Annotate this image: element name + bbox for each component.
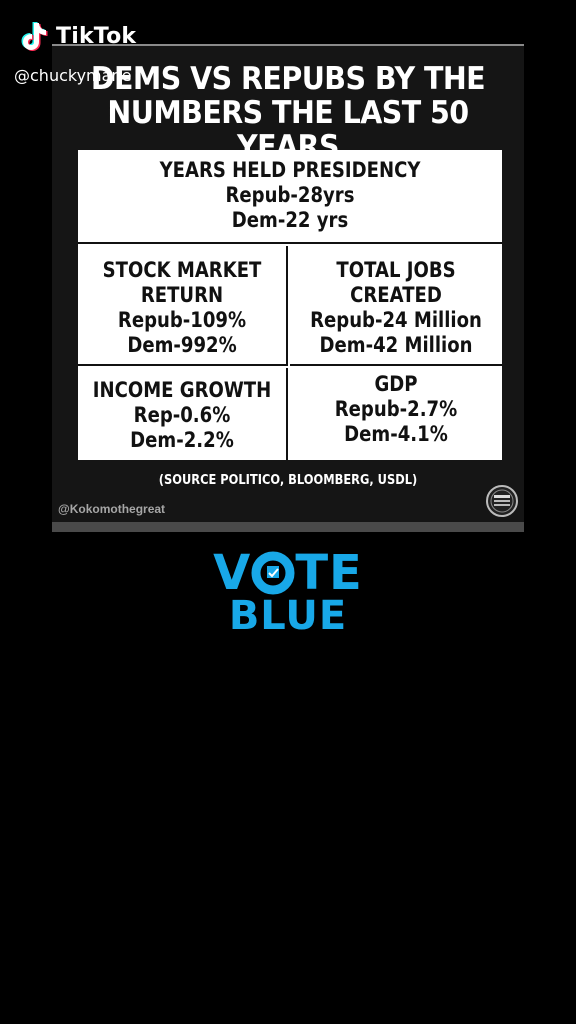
card-footer-bar [52,522,524,532]
jobs-title-2: CREATED [350,283,442,307]
gdp-dem: Dem-4.1% [344,422,448,446]
presidency-dem: Dem-22 yrs [231,208,349,232]
stats-table: YEARS HELD PRESIDENCY Repub-28yrs Dem-22… [78,150,502,460]
jobs-dem: Dem-42 Million [319,333,473,357]
vote-letters-te: TE [295,545,363,601]
gdp-cell: GDP Repub-2.7% Dem-4.1% [290,368,502,460]
credit-handle: @Kokomothegreat [58,502,166,516]
infographic-card: DEMS VS REPUBS BY THE NUMBERS THE LAST 5… [52,44,524,532]
tiktok-logo-icon [20,20,50,52]
presidency-cell: YEARS HELD PRESIDENCY Repub-28yrs Dem-22… [78,150,502,244]
username[interactable]: @chuckymane [14,66,132,85]
headline-line-1: DEMS VS REPUBS BY THE [90,61,486,97]
seal-badge-icon [486,485,518,517]
blue-text: BLUE [228,593,348,639]
stock-cell: STOCK MARKET RETURN Repub-109% Dem-992% [78,246,288,366]
income-cell: INCOME GROWTH Rep-0.6% Dem-2.2% [78,368,288,460]
stock-title-1: STOCK MARKET [102,258,262,282]
income-dem: Dem-2.2% [130,428,234,452]
jobs-title-1: TOTAL JOBS [336,258,456,282]
ballot-o-icon [251,551,295,595]
presidency-title: YEARS HELD PRESIDENCY [159,158,421,182]
vote-text: V TE [0,548,576,598]
source-caption: (SOURCE POLITICO, BLOOMBERG, USDL) [158,473,418,488]
headline: DEMS VS REPUBS BY THE NUMBERS THE LAST 5… [71,62,505,164]
jobs-repub: Repub-24 Million [310,308,482,332]
income-title: INCOME GROWTH [92,378,272,402]
card-divider [52,44,524,46]
stock-title-2: RETURN [140,283,224,307]
stock-repub: Repub-109% [117,308,247,332]
vote-letter-v: V [213,545,252,601]
stock-dem: Dem-992% [127,333,237,357]
jobs-cell: TOTAL JOBS CREATED Repub-24 Million Dem-… [290,246,502,366]
presidency-repub: Repub-28yrs [225,183,355,207]
gdp-title: GDP [374,372,418,396]
income-repub: Rep-0.6% [133,403,231,427]
gdp-repub: Repub-2.7% [334,397,458,421]
